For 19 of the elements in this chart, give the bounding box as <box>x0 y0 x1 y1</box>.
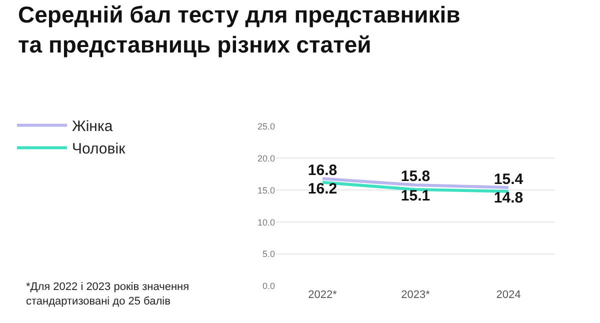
y-tick-label: 10.0 <box>257 217 275 228</box>
data-label: 15.1 <box>400 188 430 205</box>
data-label: 15.4 <box>494 170 524 188</box>
y-tick-label: 0.0 <box>262 281 275 292</box>
data-label: 16.8 <box>308 162 338 179</box>
y-tick-label: 5.0 <box>262 249 275 260</box>
data-label: 14.8 <box>494 190 524 207</box>
y-tick-label: 15.0 <box>257 185 275 196</box>
x-tick-label: 2022* <box>308 289 338 302</box>
data-label: 16.2 <box>308 180 338 198</box>
x-tick-label: 2023* <box>401 289 431 302</box>
y-tick-label: 25.0 <box>257 121 275 132</box>
x-tick-label: 2024 <box>496 289 521 302</box>
text: *Для 2022 і 2023 років значення стандартизовані до 25 балів <box>26 281 190 308</box>
legend-label: Чоловік <box>72 140 126 158</box>
legend-label: Жінка <box>72 118 114 136</box>
chart-title: Середній бал тесту для представників та представниць різних статей <box>18 2 460 58</box>
y-tick-label: 20.0 <box>257 153 275 164</box>
data-label: 15.8 <box>400 168 430 186</box>
